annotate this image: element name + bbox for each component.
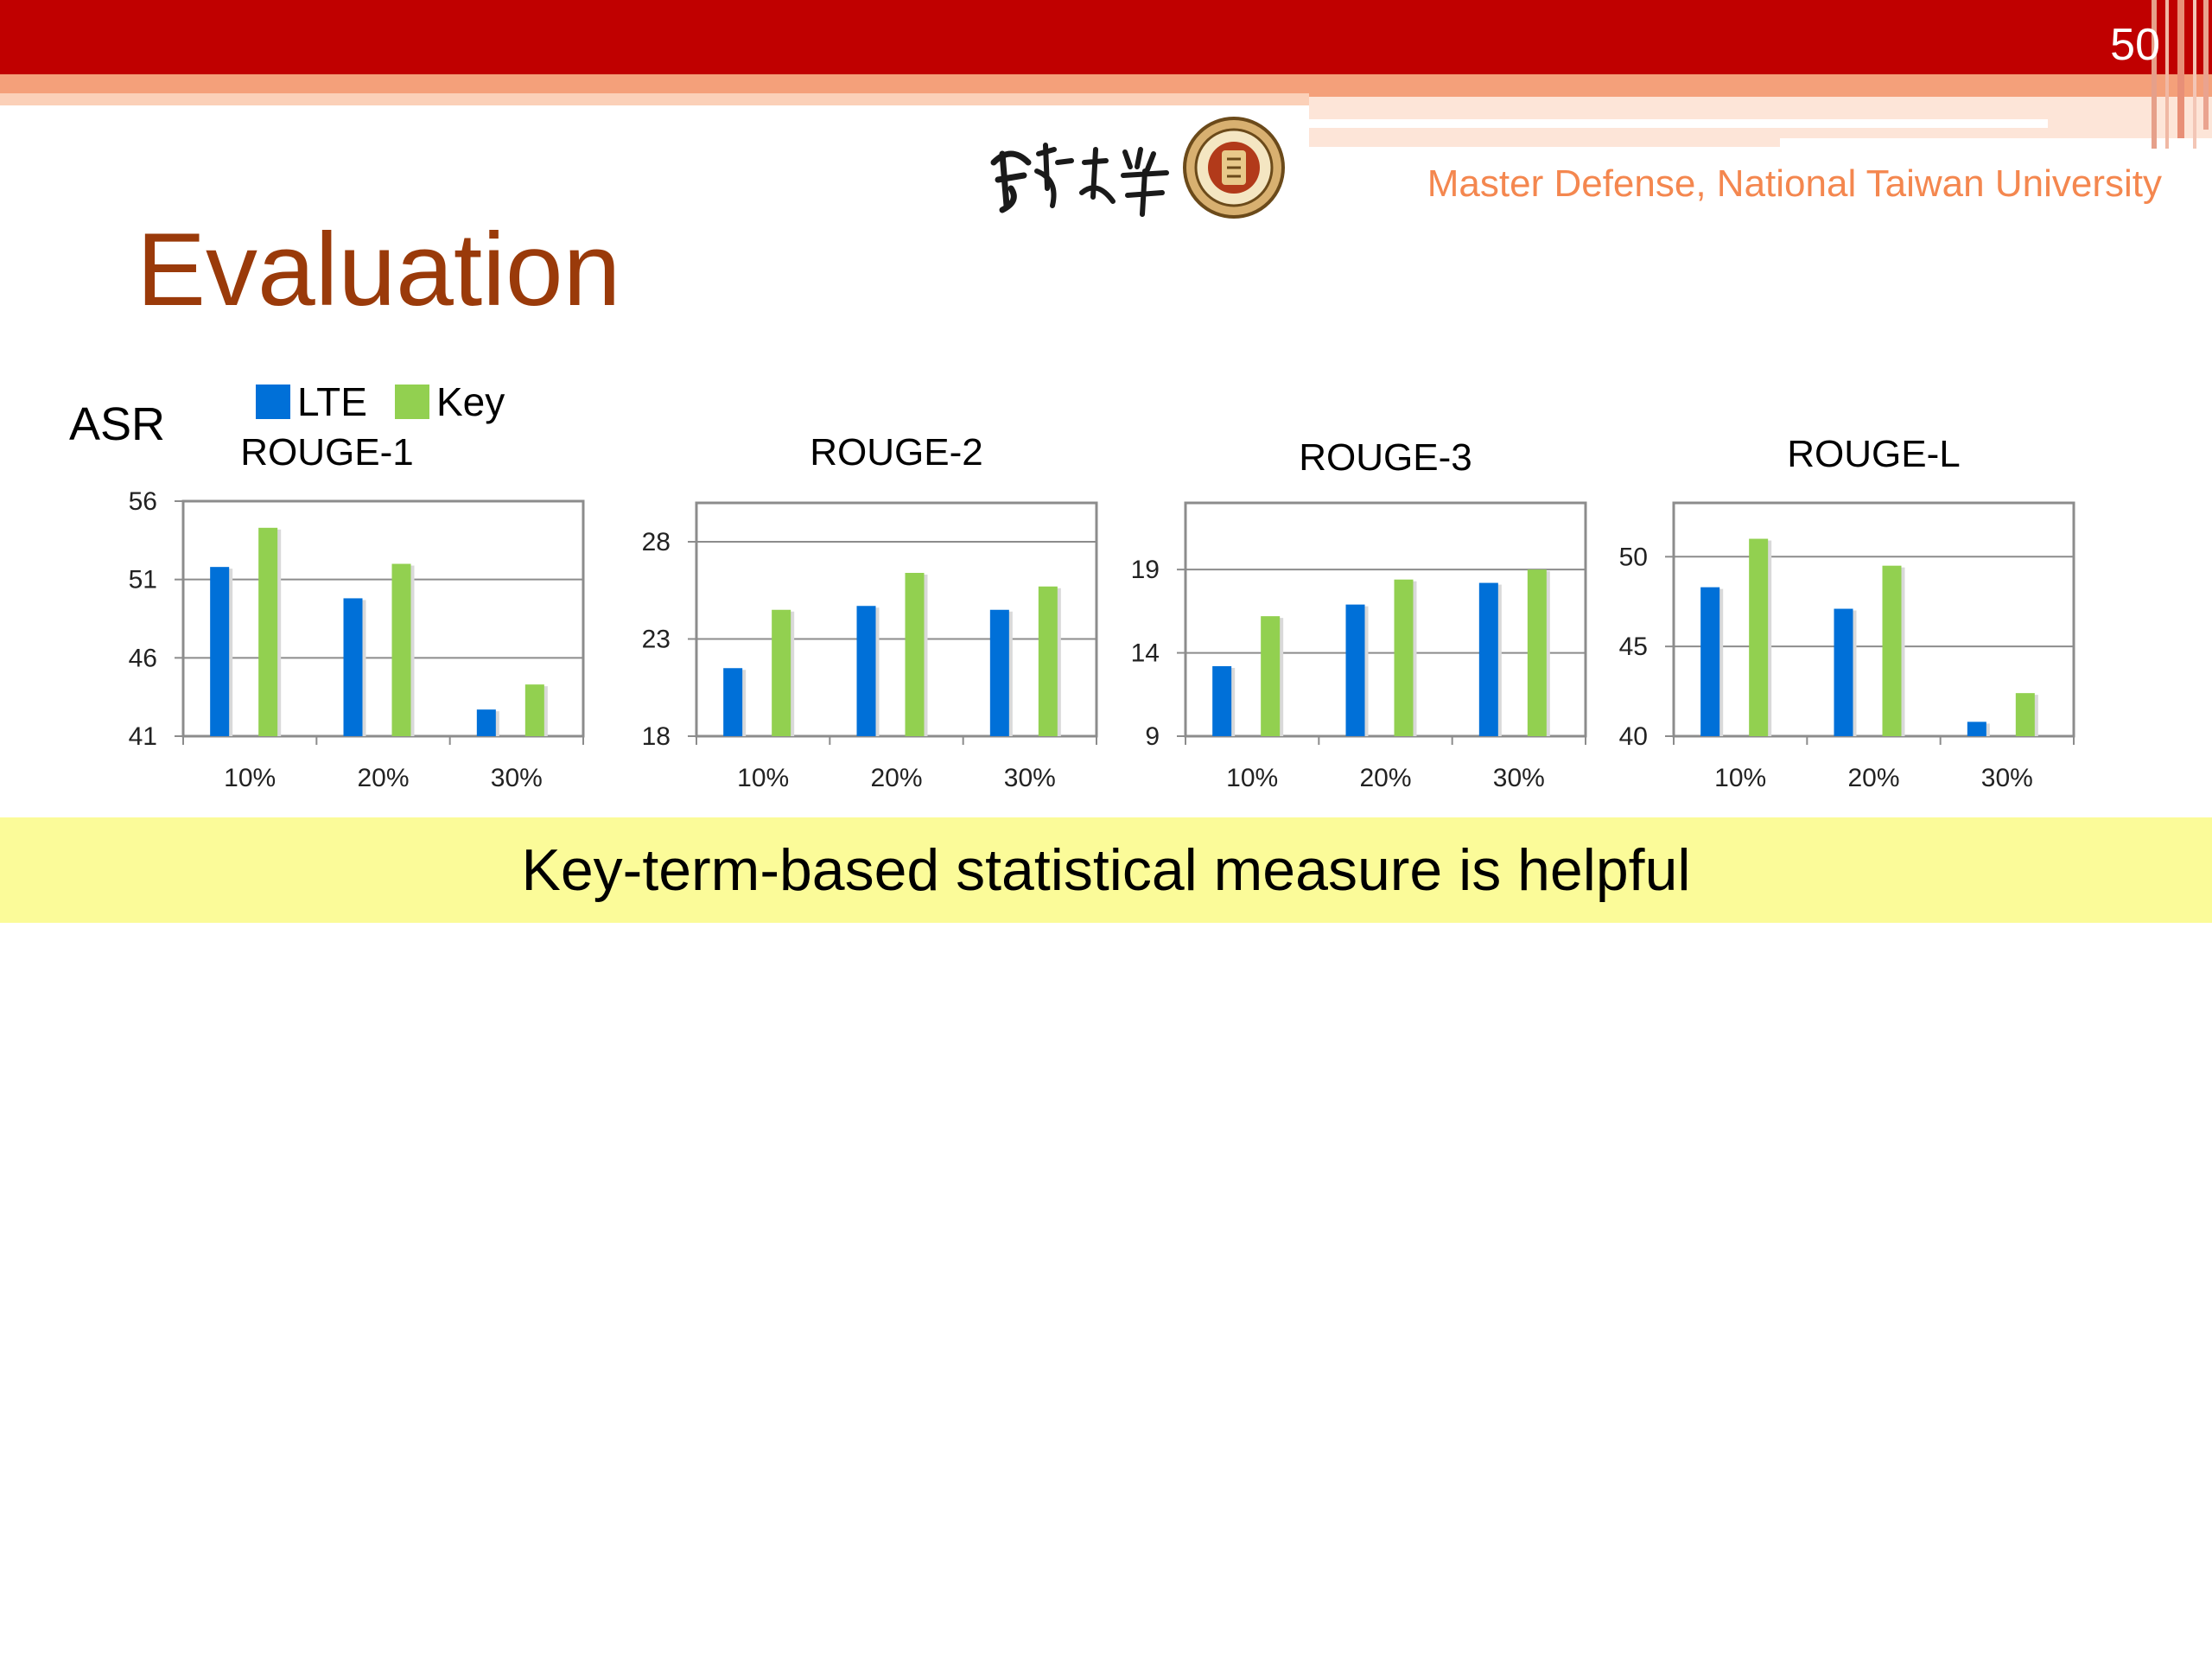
x-tick-label: 30% <box>491 764 543 792</box>
x-tick-label: 30% <box>1004 764 1056 792</box>
bar-lte <box>723 668 743 736</box>
y-tick-label: 28 <box>642 528 671 556</box>
bar-lte <box>1345 604 1365 736</box>
y-tick-label: 18 <box>642 722 671 751</box>
chart-title: ROUGE-L <box>1787 433 1960 475</box>
x-tick-label: 20% <box>870 764 922 792</box>
conclusion-banner: Key-term-based statistical measure is he… <box>0 817 2212 923</box>
y-tick-label: 40 <box>1619 722 1648 751</box>
x-tick-label: 20% <box>1359 764 1411 792</box>
organization-name: Master Defense, National Taiwan Universi… <box>1427 162 2162 205</box>
bar-key <box>1749 538 1769 736</box>
y-tick-label: 50 <box>1619 543 1648 571</box>
header-band <box>0 74 2212 97</box>
bar-key <box>1527 569 1547 736</box>
bar-key <box>391 563 411 736</box>
bar-lte <box>1834 608 1853 736</box>
bar-lte <box>343 598 363 736</box>
asr-label: ASR <box>69 398 166 450</box>
y-tick-label: 9 <box>1145 722 1160 751</box>
header-divider-line-2 <box>1780 138 2212 147</box>
bar-key <box>1394 579 1414 736</box>
bar-key <box>772 609 791 736</box>
header-bar <box>0 0 2212 74</box>
legend-swatch-key <box>394 385 429 419</box>
legend-item-key: Key <box>394 378 505 425</box>
chart-title: ROUGE-2 <box>810 431 982 474</box>
bar-lte <box>1478 582 1498 736</box>
plot-area <box>695 501 1098 738</box>
legend-label-lte: LTE <box>297 379 367 424</box>
header-divider-line <box>1309 119 2048 128</box>
chart-title: ROUGE-3 <box>1299 436 1471 479</box>
university-calligraphy-logo <box>990 143 1169 217</box>
university-seal-icon <box>1183 117 1285 219</box>
chart-title: ROUGE-1 <box>240 431 413 474</box>
legend-label-key: Key <box>435 379 505 424</box>
slide-number: 50 <box>2110 20 2160 70</box>
bar-key <box>2015 693 2035 736</box>
bar-lte <box>476 709 496 736</box>
bar-key <box>905 573 925 736</box>
y-tick-label: 51 <box>129 566 157 594</box>
bar-lte <box>1967 721 1986 736</box>
rouge-charts: ROUGE-1 41 46 51 56 10% 20% 30% ROUGE-2 18 23 28 10%… <box>129 431 2075 792</box>
bar-lte <box>210 567 230 736</box>
bar-key <box>1038 586 1058 736</box>
x-tick-label: 10% <box>737 764 789 792</box>
x-tick-label: 30% <box>1981 764 2033 792</box>
y-tick-label: 23 <box>642 626 671 654</box>
header-band-light <box>0 93 1309 105</box>
bar-lte <box>1212 666 1232 736</box>
header-stripes <box>2152 0 2209 149</box>
y-tick-label: 46 <box>129 644 157 672</box>
bar-key <box>1261 616 1281 736</box>
legend-item-lte: LTE <box>256 378 367 425</box>
x-tick-label: 10% <box>1226 764 1278 792</box>
plot-area <box>1672 501 2075 738</box>
plot-area <box>1184 501 1587 738</box>
x-tick-label: 10% <box>224 764 276 792</box>
bar-lte <box>856 606 876 736</box>
conclusion-text: Key-term-based statistical measure is he… <box>521 837 1691 903</box>
plot-area <box>181 499 585 738</box>
y-tick-label: 14 <box>1131 639 1160 668</box>
y-tick-label: 56 <box>129 487 157 516</box>
x-tick-label: 10% <box>1714 764 1766 792</box>
chart-legend: LTE Key <box>256 378 532 425</box>
y-tick-label: 41 <box>129 722 157 751</box>
bar-key <box>258 527 278 736</box>
bar-key <box>524 684 544 736</box>
bar-lte <box>989 609 1009 736</box>
x-tick-label: 20% <box>357 764 409 792</box>
page-title: Evaluation <box>137 212 621 327</box>
x-tick-label: 20% <box>1847 764 1899 792</box>
legend-swatch-lte <box>256 385 290 419</box>
bar-lte <box>1700 587 1720 736</box>
bar-key <box>1882 565 1902 736</box>
y-tick-label: 19 <box>1131 556 1160 584</box>
y-tick-label: 45 <box>1619 632 1648 661</box>
x-tick-label: 30% <box>1493 764 1545 792</box>
